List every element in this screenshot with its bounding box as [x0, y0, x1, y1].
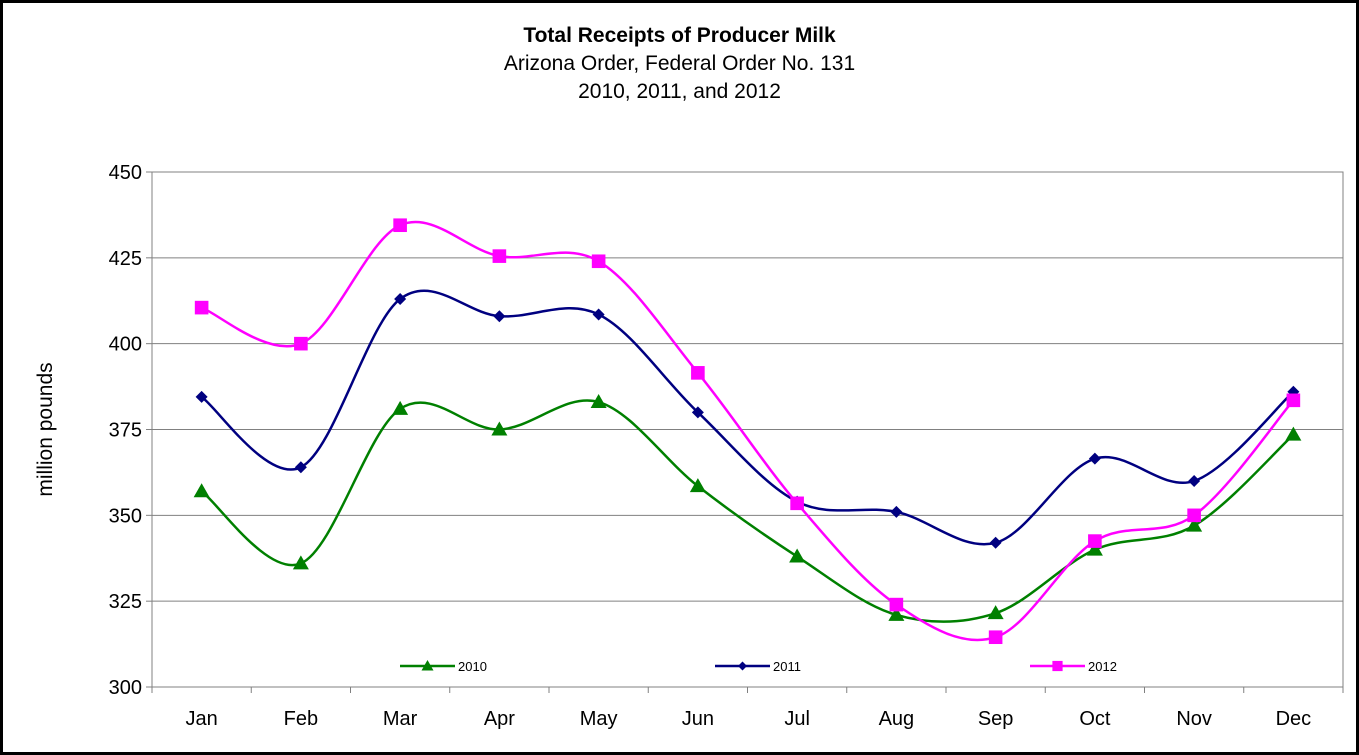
data-point-2010 — [193, 483, 210, 498]
data-point-2011 — [890, 505, 903, 518]
data-point-2012 — [294, 336, 308, 351]
data-point-2010 — [987, 605, 1004, 620]
legend-marker — [1052, 660, 1063, 672]
legend-item-2010: 2010 — [400, 659, 487, 674]
data-point-2010 — [1186, 517, 1203, 532]
data-point-2010 — [491, 421, 508, 436]
x-tick-label: Mar — [383, 708, 418, 730]
series-2010 — [193, 394, 1302, 623]
data-point-2010 — [789, 548, 806, 563]
x-tick-label: Dec — [1276, 708, 1312, 730]
x-tick-label: Jan — [186, 708, 218, 730]
data-point-2012 — [889, 597, 904, 612]
series-group — [193, 218, 1302, 645]
x-tick-label: May — [580, 708, 618, 730]
chart-title: Total Receipts of Producer Milk — [523, 24, 836, 47]
data-point-2012 — [591, 254, 606, 269]
y-tick-label: 450 — [109, 162, 142, 184]
data-point-2012 — [691, 366, 705, 380]
data-point-2012 — [1286, 393, 1301, 408]
legend: 2010 2011 2012 — [400, 659, 1117, 674]
y-tick-label: 350 — [109, 505, 142, 527]
data-point-2010 — [590, 394, 607, 409]
data-point-2012 — [988, 630, 1003, 645]
data-point-2010 — [888, 606, 905, 621]
x-tick-label: Sep — [978, 708, 1014, 730]
chart-subtitle-years: 2010, 2011, and 2012 — [578, 80, 781, 103]
series-2012 — [194, 218, 1301, 645]
data-point-2011 — [691, 406, 704, 419]
chart-subtitle-order: Arizona Order, Federal Order No. 131 — [503, 52, 856, 75]
data-point-2010 — [1086, 541, 1103, 556]
legend-marker — [738, 661, 747, 671]
data-point-2012 — [194, 300, 209, 315]
x-tick-label: Aug — [879, 708, 915, 730]
data-point-2011 — [493, 310, 506, 323]
legend-marker — [421, 660, 434, 671]
y-tick-label: 425 — [109, 248, 142, 270]
legend-label: 2011 — [773, 659, 801, 674]
data-point-2010 — [689, 478, 706, 493]
chart-titles: Total Receipts of Producer Milk Arizona … — [0, 22, 1359, 106]
y-axis-label: million pounds — [34, 362, 57, 496]
data-point-2011 — [294, 461, 307, 474]
data-point-2011 — [394, 293, 407, 306]
legend-label: 2010 — [458, 659, 487, 674]
x-tick-label: Jul — [784, 708, 810, 730]
series-line-2012 — [201, 220, 1295, 642]
data-point-2012 — [1187, 508, 1201, 523]
data-point-2010 — [392, 400, 409, 415]
y-tick-label: 400 — [109, 334, 142, 356]
gridlines — [152, 257, 1343, 602]
data-point-2011 — [989, 536, 1002, 549]
y-tick-label: 300 — [109, 677, 142, 699]
data-point-2010 — [1285, 426, 1302, 441]
data-point-2012 — [790, 496, 804, 511]
legend-label: 2012 — [1088, 659, 1117, 674]
data-point-2010 — [292, 555, 309, 570]
data-point-2012 — [1088, 534, 1102, 548]
data-point-2012 — [393, 218, 407, 233]
data-point-2011 — [1088, 452, 1101, 465]
y-tick-label: 375 — [109, 420, 142, 442]
data-point-2011 — [1188, 475, 1201, 487]
x-tick-label: Apr — [484, 708, 515, 730]
x-tick-label: Oct — [1079, 708, 1111, 730]
y-tick-label: 325 — [109, 591, 142, 613]
data-point-2011 — [195, 390, 208, 403]
x-tick-label: Feb — [284, 708, 318, 730]
x-tick-label: Jun — [682, 708, 714, 730]
axes: 300 325 350 375 400 425 450 Jan Feb Mar Apr May Jun J… — [109, 162, 1344, 730]
legend-item-2011: 2011 — [715, 659, 801, 674]
data-point-2012 — [492, 249, 507, 263]
series-line-2011 — [200, 289, 1295, 546]
legend-item-2012: 2012 — [1030, 659, 1117, 674]
x-tick-label: Nov — [1176, 708, 1212, 730]
data-point-2011 — [592, 308, 605, 321]
